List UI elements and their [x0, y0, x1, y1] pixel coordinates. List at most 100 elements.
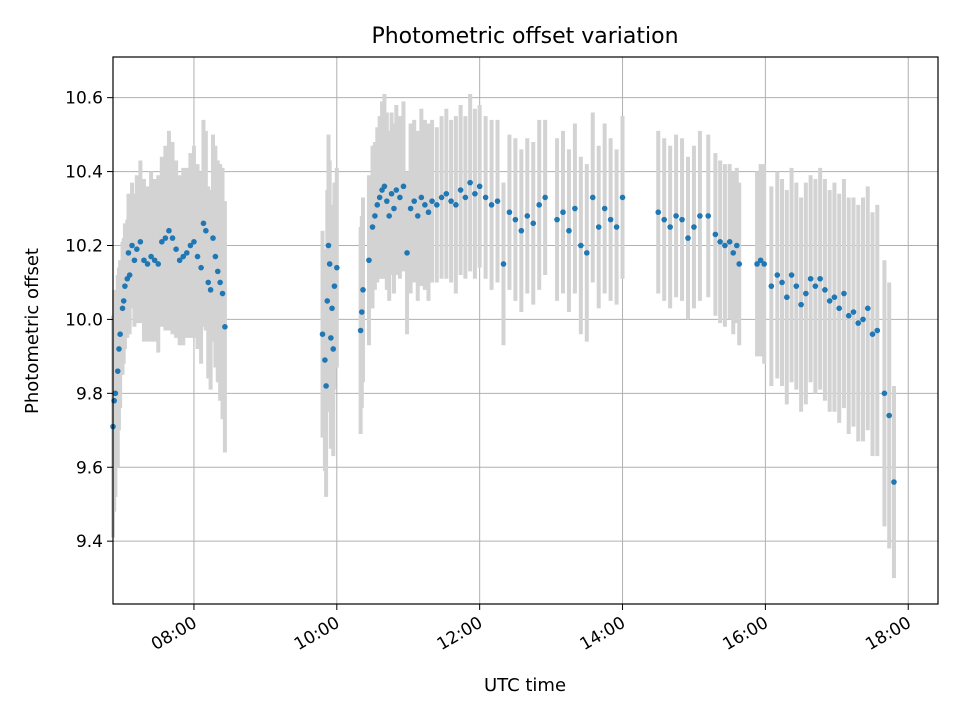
data-point: [518, 227, 525, 234]
data-point: [414, 213, 421, 219]
data-point: [488, 202, 495, 208]
data-point: [359, 309, 365, 315]
data-point: [822, 287, 828, 293]
data-point: [372, 213, 378, 219]
data-point: [404, 250, 410, 256]
data-point: [180, 253, 187, 260]
data-point: [381, 183, 388, 190]
data-point: [400, 183, 407, 190]
data-point: [685, 235, 691, 241]
data-point: [117, 331, 123, 337]
data-point: [366, 257, 372, 264]
data-point: [560, 209, 566, 216]
data-point: [482, 194, 489, 201]
data-point: [554, 216, 560, 223]
data-point: [141, 257, 147, 264]
data-point: [726, 238, 733, 245]
data-point: [116, 346, 122, 352]
data-point: [845, 312, 852, 319]
data-point: [134, 246, 140, 252]
data-point: [860, 316, 866, 323]
data-point: [768, 283, 775, 289]
y-axis-ticks: 9.4 9.6 9.8 10.0 10.2 10.4 10.6: [65, 89, 113, 552]
data-point: [222, 324, 228, 330]
data-point: [817, 275, 823, 282]
data-point: [798, 301, 804, 308]
data-point: [757, 257, 764, 264]
data-point: [788, 272, 795, 278]
data-point: [120, 298, 127, 304]
data-point: [357, 327, 364, 334]
data-point: [207, 287, 214, 293]
data-point: [712, 231, 719, 238]
data-point: [176, 257, 183, 264]
data-point: [330, 346, 337, 352]
data-point: [194, 253, 201, 260]
data-point: [210, 235, 216, 241]
data-point: [730, 250, 737, 256]
data-point: [159, 238, 165, 245]
data-point: [429, 198, 435, 204]
data-point: [448, 198, 454, 204]
data-point: [319, 331, 326, 337]
data-point: [184, 250, 190, 256]
data-point: [836, 305, 842, 312]
data-point: [198, 264, 204, 271]
data-point: [434, 202, 440, 208]
data-point: [374, 202, 381, 208]
data-point: [886, 412, 892, 419]
data-point: [736, 261, 742, 267]
data-point: [114, 368, 121, 374]
data-point: [191, 238, 197, 245]
data-point: [386, 213, 392, 219]
data-point: [219, 290, 226, 297]
data-point: [734, 242, 740, 249]
data-point: [212, 253, 219, 260]
data-point: [530, 220, 537, 227]
data-point: [328, 335, 334, 341]
data-point: [217, 279, 223, 286]
data-point: [162, 235, 169, 241]
data-point: [855, 320, 862, 326]
data-point: [881, 390, 888, 397]
data-point: [512, 216, 519, 223]
data-point: [438, 194, 445, 201]
data-point: [494, 198, 501, 204]
data-point: [536, 202, 542, 208]
data-point: [462, 194, 469, 201]
data-point: [111, 397, 117, 404]
data-point: [500, 261, 507, 267]
data-point: [807, 275, 814, 282]
data-point: [850, 309, 857, 315]
data-point: [187, 242, 194, 249]
data-point: [144, 261, 151, 267]
data-point: [324, 298, 331, 304]
data-point: [754, 261, 760, 267]
data-point: [322, 357, 328, 363]
data-point: [864, 305, 871, 312]
data-point: [331, 283, 338, 289]
y-tick-label: 10.6: [65, 89, 103, 109]
data-point: [812, 283, 819, 289]
data-point: [831, 294, 838, 301]
data-point: [155, 261, 162, 267]
data-point: [323, 383, 329, 389]
y-axis-label: Photometric offset: [22, 248, 43, 414]
data-point: [691, 224, 697, 230]
y-tick-label: 10.0: [65, 310, 103, 330]
data-point: [793, 283, 800, 289]
data-point: [717, 238, 723, 245]
data-point: [607, 216, 614, 223]
data-point: [869, 331, 876, 337]
data-point: [369, 224, 376, 230]
data-point: [203, 227, 209, 234]
y-tick-label: 10.4: [65, 163, 103, 183]
data-point: [205, 279, 212, 286]
data-point: [774, 272, 781, 278]
data-point: [841, 290, 847, 297]
data-point: [388, 190, 395, 197]
data-point: [119, 305, 126, 312]
y-tick-label: 9.4: [76, 532, 103, 552]
data-point: [112, 390, 119, 397]
